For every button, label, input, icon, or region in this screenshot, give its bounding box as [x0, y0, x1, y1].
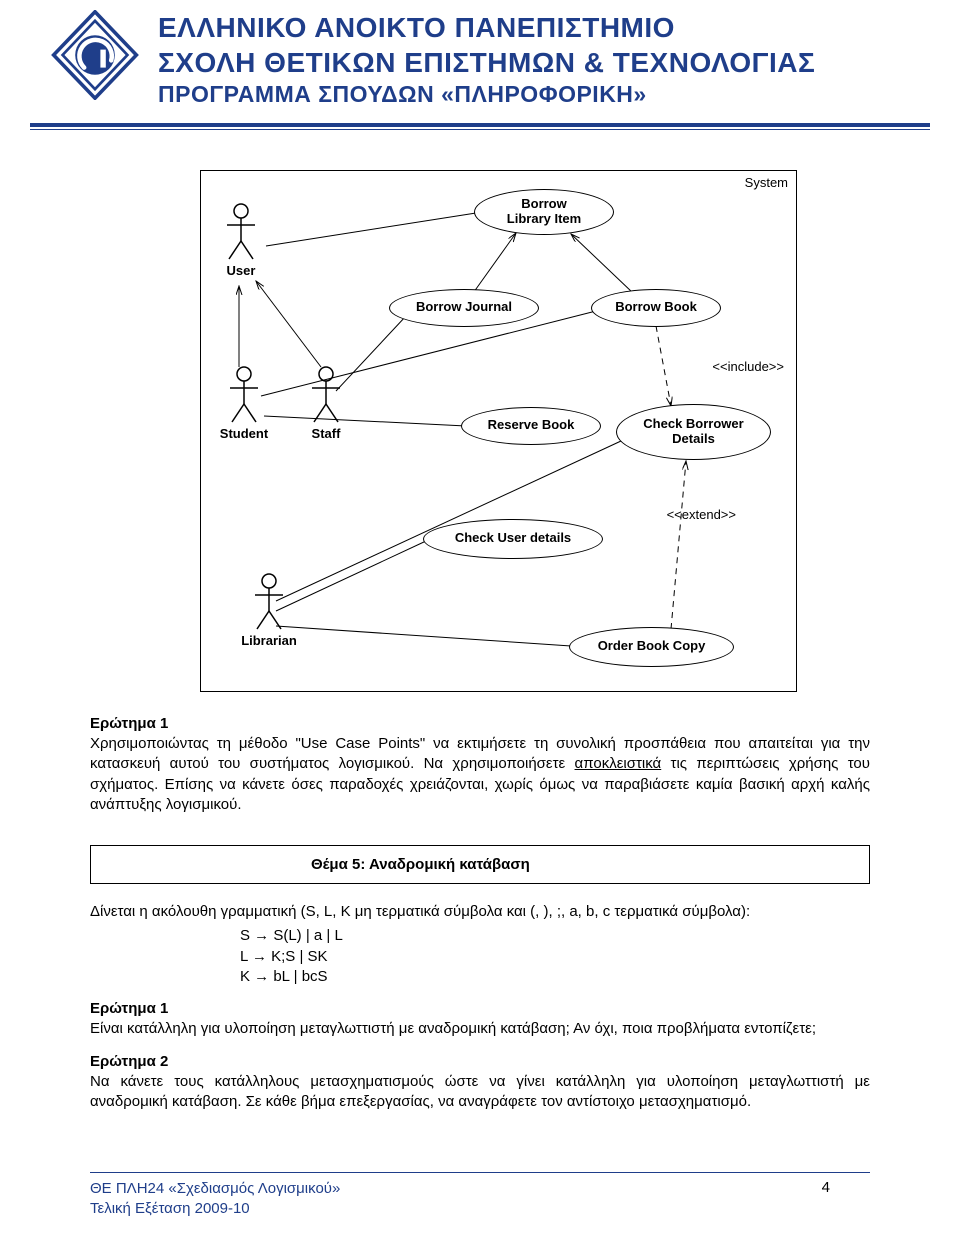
usecase-borrow-book: Borrow Book: [591, 289, 721, 327]
diagram-container: System User Student Staff Librarian Borr…: [0, 150, 960, 702]
header-rule-thick: [30, 123, 930, 127]
grammar-rule-1: S → S(L) | a | L: [240, 926, 870, 946]
actor-user: User: [211, 203, 271, 278]
header-text: ΕΛΛΗΝΙΚΟ ΑΝΟΙΚΤΟ ΠΑΝΕΠΙΣΤΗΜΙΟ ΣΧΟΛΗ ΘΕΤΙ…: [158, 10, 815, 109]
q5-2-title: Ερώτημα 2: [90, 1053, 168, 1070]
q5-1-title: Ερώτημα 1: [90, 1000, 168, 1017]
actor-librarian: Librarian: [229, 573, 309, 648]
page: ΕΛΛΗΝΙΚΟ ΑΝΟΙΚΤΟ ΠΑΝΕΠΙΣΤΗΜΙΟ ΣΧΟΛΗ ΘΕΤΙ…: [0, 0, 960, 1248]
question-5-1: Ερώτημα 1 Είναι κατάλληλη για υλοποίηση …: [90, 999, 870, 1040]
header-line-1: ΕΛΛΗΝΙΚΟ ΑΝΟΙΚΤΟ ΠΑΝΕΠΙΣΤΗΜΙΟ: [158, 10, 815, 45]
usecase-check-user-details: Check User details: [423, 519, 603, 559]
question-5-2: Ερώτημα 2 Να κάνετε τους κατάλληλους μετ…: [90, 1052, 870, 1113]
footer-page-number: 4: [822, 1179, 870, 1218]
actor-staff: Staff: [296, 366, 356, 441]
content-body: Ερώτημα 1 Χρησιμοποιώντας τη μέθοδο "Use…: [0, 714, 960, 1113]
grammar-rule-3: K → bL | bcS: [240, 967, 870, 987]
header-line-3: ΠΡΟΓΡΑΜΜΑ ΣΠΟΥΔΩΝ «ΠΛΗΡΟΦΟΡΙΚΗ»: [158, 80, 815, 109]
footer-left: ΘΕ ΠΛΗ24 «Σχεδιασμός Λογισμικού» Τελική …: [90, 1179, 340, 1218]
stereotype-extend: <<extend>>: [667, 507, 736, 522]
stereotype-include: <<include>>: [712, 359, 784, 374]
usecase-borrow-journal: Borrow Journal: [389, 289, 539, 327]
q5-2-body: Να κάνετε τους κατάλληλους μετασχηματισμ…: [90, 1073, 870, 1110]
grammar-rules: S → S(L) | a | L L → K;S | SK K → bL | b…: [90, 926, 870, 987]
page-header: ΕΛΛΗΝΙΚΟ ΑΝΟΙΚΤΟ ΠΑΝΕΠΙΣΤΗΜΙΟ ΣΧΟΛΗ ΘΕΤΙ…: [0, 0, 960, 117]
theme-5-title-box: Θέμα 5: Αναδρομική κατάβαση: [90, 845, 870, 884]
actor-student-label: Student: [220, 426, 268, 441]
page-footer: ΘΕ ΠΛΗ24 «Σχεδιασμός Λογισμικού» Τελική …: [90, 1172, 870, 1218]
footer-line-1: ΘΕ ΠΛΗ24 «Σχεδιασμός Λογισμικού»: [90, 1179, 340, 1199]
question-1: Ερώτημα 1 Χρησιμοποιώντας τη μέθοδο "Use…: [90, 714, 870, 815]
usecase-order-book-copy: Order Book Copy: [569, 627, 734, 667]
grammar-rule-2: L → K;S | SK: [240, 947, 870, 967]
usecase-reserve-book: Reserve Book: [461, 407, 601, 445]
use-case-diagram: System User Student Staff Librarian Borr…: [200, 170, 797, 692]
actor-student: Student: [209, 366, 279, 441]
header-line-2: ΣΧΟΛΗ ΘΕΤΙΚΩΝ ΕΠΙΣΤΗΜΩΝ & ΤΕΧΝΟΛΟΓΙΑΣ: [158, 45, 815, 80]
grammar-intro: Δίνεται η ακόλουθη γραμματική (S, L, K μ…: [90, 902, 870, 922]
actor-user-label: User: [227, 263, 256, 278]
footer-line-2: Τελική Εξέταση 2009-10: [90, 1199, 340, 1219]
theme-5-title: Θέμα 5: Αναδρομική κατάβαση: [311, 856, 530, 873]
q1-title: Ερώτημα 1: [90, 715, 168, 732]
q5-1-body: Είναι κατάλληλη για υλοποίηση μεταγλωττι…: [90, 1020, 816, 1037]
actor-staff-label: Staff: [312, 426, 341, 441]
actor-librarian-label: Librarian: [241, 633, 297, 648]
university-logo-icon: [50, 10, 140, 100]
system-label: System: [745, 175, 788, 190]
q1-underline: αποκλειστικά: [575, 755, 662, 772]
usecase-borrow-library-item: Borrow Library Item: [474, 189, 614, 235]
header-rule-thin: [30, 129, 930, 130]
usecase-check-borrower-details: Check Borrower Details: [616, 404, 771, 460]
